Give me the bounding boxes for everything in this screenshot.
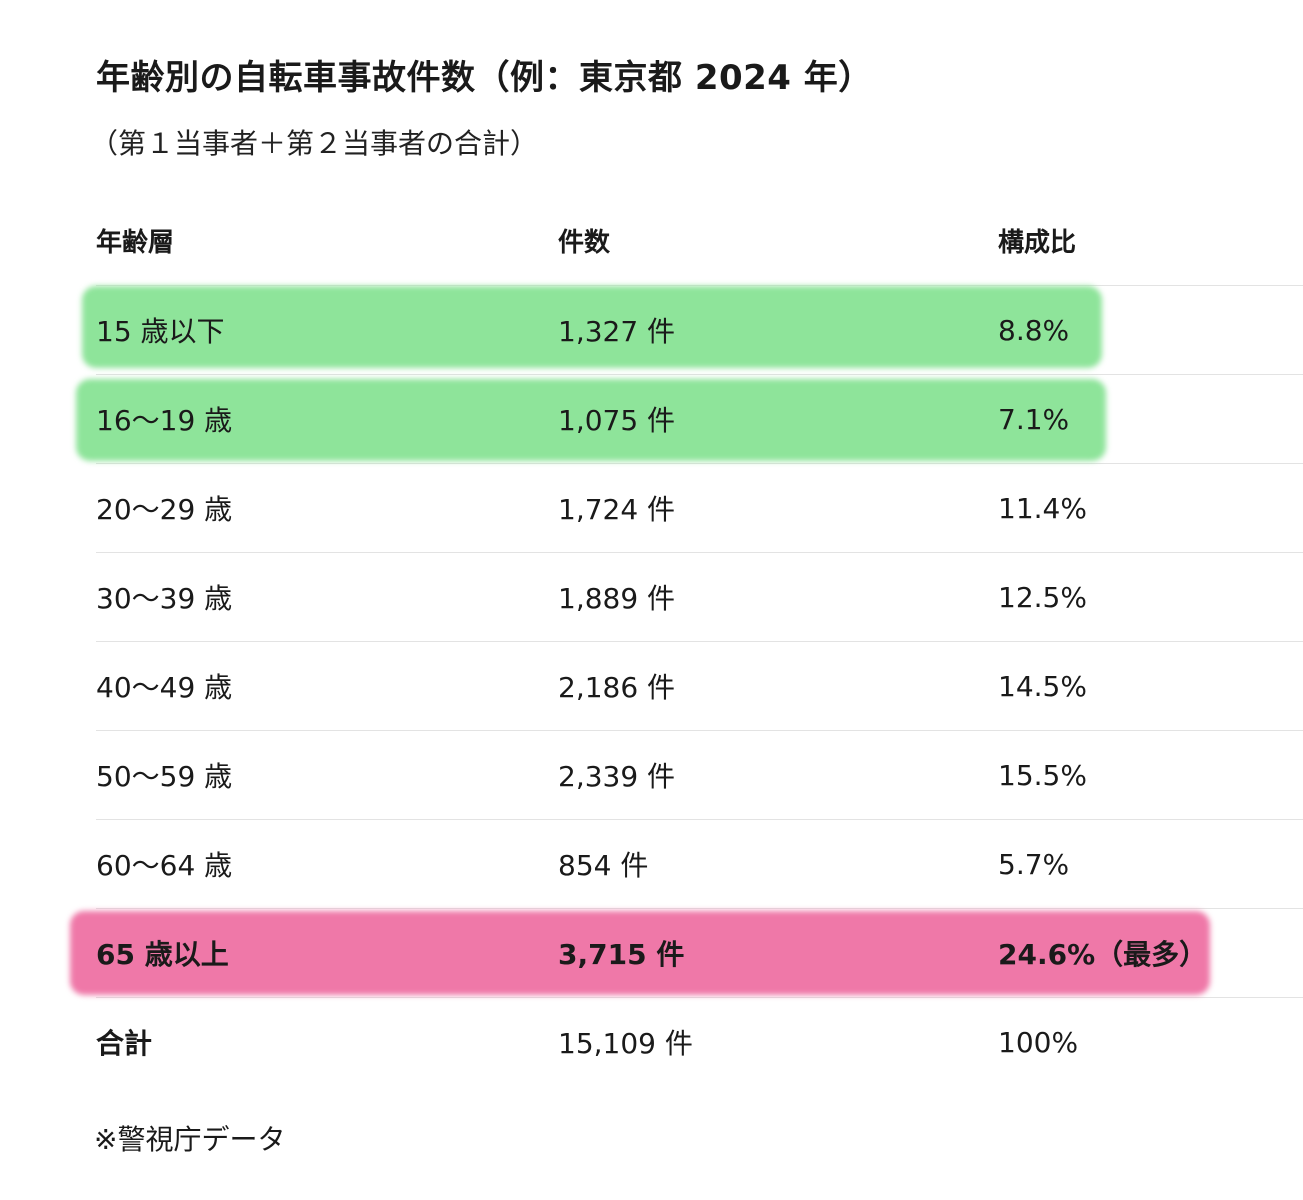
cell-ratio: 7.1% [998, 402, 1070, 436]
source-footnote: ※警視庁データ [94, 1123, 286, 1156]
green-highlight [76, 379, 1106, 461]
cell-ratio: 8.8% [998, 313, 1070, 347]
cell-ratio: 5.7% [998, 847, 1070, 881]
cell-age: 50〜59 歳 [96, 760, 233, 793]
cell-ratio: 14.5% [998, 669, 1087, 703]
cell-ratio: 12.5% [998, 580, 1087, 614]
cell-count: 2,186 件 [558, 671, 676, 704]
cell-age: 65 歳以上 [96, 938, 229, 971]
table-header-row: 年齢層 件数 構成比 [96, 196, 1303, 286]
table-row: 40〜49 歳 2,186 件 14.5% [96, 642, 1303, 731]
table-row: 50〜59 歳 2,339 件 15.5% [96, 731, 1303, 820]
table-row: 60〜64 歳 854 件 5.7% [96, 820, 1303, 909]
header-age: 年齢層 [96, 228, 175, 258]
cell-age: 60〜64 歳 [96, 849, 233, 882]
header-count: 件数 [558, 228, 611, 258]
cell-ratio: 11.4% [998, 491, 1087, 525]
header-ratio: 構成比 [998, 228, 1077, 258]
cell-age: 16〜19 歳 [96, 404, 233, 437]
accident-table: 年齢層 件数 構成比 15 歳以下 1,327 件 8.8% 16〜19 歳 1… [0, 196, 1303, 1086]
cell-age: 40〜49 歳 [96, 671, 233, 704]
cell-count: 854 件 [558, 849, 649, 882]
table-total-row: 合計 15,109 件 100% [96, 998, 1303, 1086]
page-subtitle: （第１当事者＋第２当事者の合計） [90, 127, 539, 160]
page-title: 年齢別の自転車事故件数（例：東京都 2024 年） [96, 58, 873, 98]
total-ratio: 100% [998, 1025, 1079, 1059]
table-row: 16〜19 歳 1,075 件 7.1% [76, 375, 1303, 464]
total-count: 15,109 件 [558, 1027, 693, 1060]
total-label: 合計 [96, 1027, 153, 1060]
cell-age: 30〜39 歳 [96, 582, 233, 615]
pink-highlight [70, 911, 1210, 995]
cell-count: 1,724 件 [558, 493, 676, 526]
table-row: 20〜29 歳 1,724 件 11.4% [96, 464, 1303, 553]
cell-count: 1,327 件 [558, 315, 676, 348]
cell-count: 3,715 件 [558, 938, 685, 971]
cell-age: 15 歳以下 [96, 315, 225, 348]
cell-count: 2,339 件 [558, 760, 676, 793]
cell-count: 1,889 件 [558, 582, 676, 615]
cell-ratio: 24.6%（最多） [998, 938, 1208, 971]
cell-ratio: 15.5% [998, 758, 1087, 792]
table-row: 30〜39 歳 1,889 件 12.5% [96, 553, 1303, 642]
green-highlight [82, 286, 1102, 368]
cell-count: 1,075 件 [558, 404, 676, 437]
table-row: 15 歳以下 1,327 件 8.8% [82, 286, 1303, 375]
table-row-highlight-max: 65 歳以上 3,715 件 24.6%（最多） [70, 909, 1303, 998]
cell-age: 20〜29 歳 [96, 493, 233, 526]
